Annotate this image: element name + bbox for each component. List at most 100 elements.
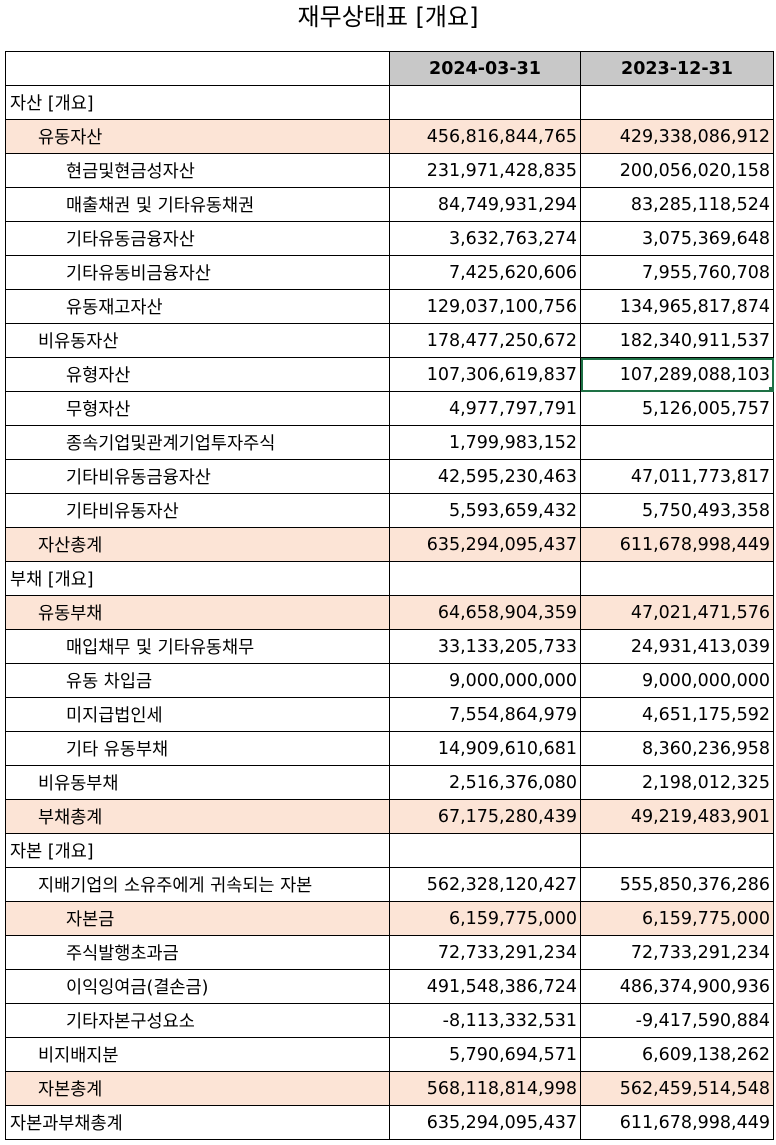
value-cell-previous[interactable]: 9,000,000,000 — [580, 663, 774, 698]
value-cell-current[interactable]: 456,816,844,765 — [389, 119, 581, 154]
row-label-cell[interactable]: 무형자산 — [5, 391, 390, 426]
row-label-cell[interactable]: 현금및현금성자산 — [5, 153, 390, 188]
row-label-cell[interactable]: 기타비유동금융자산 — [5, 459, 390, 494]
value-cell-previous[interactable]: 5,750,493,358 — [580, 493, 774, 528]
value-cell-current[interactable]: 72,733,291,234 — [389, 935, 581, 970]
row-label-cell[interactable]: 자본금 — [5, 901, 390, 936]
value-cell-previous[interactable]: 429,338,086,912 — [580, 119, 774, 154]
row-label-cell[interactable]: 기타 유동부채 — [5, 731, 390, 766]
value-cell-current[interactable]: 107,306,619,837 — [389, 357, 581, 392]
value-cell-current[interactable]: 562,328,120,427 — [389, 867, 581, 902]
value-cell-current[interactable]: 568,118,814,998 — [389, 1071, 581, 1106]
value-cell-current[interactable]: 6,159,775,000 — [389, 901, 581, 936]
value-cell-current[interactable]: 5,593,659,432 — [389, 493, 581, 528]
row-label-cell[interactable]: 유동부채 — [5, 595, 390, 630]
value-cell-previous[interactable]: 24,931,413,039 — [580, 629, 774, 664]
value-cell-previous[interactable]: 6,609,138,262 — [580, 1037, 774, 1072]
value-cell-previous[interactable]: 83,285,118,524 — [580, 187, 774, 222]
value-cell-previous[interactable]: 2,198,012,325 — [580, 765, 774, 800]
value-cell-previous[interactable]: 555,850,376,286 — [580, 867, 774, 902]
row-label-cell[interactable]: 자산총계 — [5, 527, 390, 562]
value-cell-previous[interactable]: 611,678,998,449 — [580, 527, 774, 562]
table-row: 비지배지분 5,790,694,571 6,609,138,262 — [5, 1037, 774, 1072]
value-cell-previous[interactable]: 182,340,911,537 — [580, 323, 774, 358]
value-cell-current[interactable]: 129,037,100,756 — [389, 289, 581, 324]
value-cell-previous[interactable]: 4,651,175,592 — [580, 697, 774, 732]
value-cell-previous[interactable]: 611,678,998,449 — [580, 1105, 774, 1140]
value-cell-current[interactable]: 1,799,983,152 — [389, 425, 581, 460]
value-cell-current[interactable]: 7,425,620,606 — [389, 255, 581, 290]
value-cell-previous[interactable]: 7,955,760,708 — [580, 255, 774, 290]
row-label-cell[interactable]: 이익잉여금(결손금) — [5, 969, 390, 1004]
column-header-previous[interactable]: 2023-12-31 — [580, 51, 774, 86]
value-cell-current[interactable]: 84,749,931,294 — [389, 187, 581, 222]
row-label-cell[interactable]: 유동자산 — [5, 119, 390, 154]
value-cell-current[interactable]: 491,548,386,724 — [389, 969, 581, 1004]
value-cell-current[interactable]: 178,477,250,672 — [389, 323, 581, 358]
value-cell-current[interactable] — [389, 561, 581, 596]
value-cell-current[interactable] — [389, 833, 581, 868]
value-cell-current[interactable]: 14,909,610,681 — [389, 731, 581, 766]
value-cell-previous[interactable] — [580, 833, 774, 868]
row-label-cell[interactable]: 기타자본구성요소 — [5, 1003, 390, 1038]
value-cell-previous[interactable]: 3,075,369,648 — [580, 221, 774, 256]
value-cell-current[interactable]: 67,175,280,439 — [389, 799, 581, 834]
value-cell-current[interactable]: 33,133,205,733 — [389, 629, 581, 664]
row-label-cell[interactable]: 지배기업의 소유주에게 귀속되는 자본 — [5, 867, 390, 902]
row-label-cell[interactable]: 매출채권 및 기타유동채권 — [5, 187, 390, 222]
row-label-cell[interactable]: 유동재고자산 — [5, 289, 390, 324]
value-cell-current[interactable] — [389, 85, 581, 120]
row-label-cell[interactable]: 자본과부채총계 — [5, 1105, 390, 1140]
value-cell-previous[interactable]: 47,021,471,576 — [580, 595, 774, 630]
row-label-cell[interactable]: 자본 [개요] — [5, 833, 390, 868]
selected-cell[interactable]: 107,289,088,103 — [580, 357, 774, 392]
value-cell-current[interactable]: 9,000,000,000 — [389, 663, 581, 698]
row-label-cell[interactable]: 유동 차입금 — [5, 663, 390, 698]
value-cell-previous[interactable]: 6,159,775,000 — [580, 901, 774, 936]
value-cell-current[interactable]: 231,971,428,835 — [389, 153, 581, 188]
value-cell-previous[interactable]: 8,360,236,958 — [580, 731, 774, 766]
value-cell-previous[interactable] — [580, 85, 774, 120]
value-cell-previous[interactable]: 200,056,020,158 — [580, 153, 774, 188]
value-cell-previous[interactable]: 49,219,483,901 — [580, 799, 774, 834]
value-cell-previous[interactable]: 486,374,900,936 — [580, 969, 774, 1004]
row-label-cell[interactable]: 미지급법인세 — [5, 697, 390, 732]
row-label-cell[interactable]: 기타비유동자산 — [5, 493, 390, 528]
value-cell-current[interactable]: 4,977,797,791 — [389, 391, 581, 426]
row-label-cell[interactable]: 기타유동금융자산 — [5, 221, 390, 256]
row-label-cell[interactable]: 종속기업및관계기업투자주식 — [5, 425, 390, 460]
row-label-cell[interactable]: 주식발행초과금 — [5, 935, 390, 970]
value-cell-current[interactable]: 42,595,230,463 — [389, 459, 581, 494]
row-label-cell[interactable]: 비유동부채 — [5, 765, 390, 800]
row-label-cell[interactable]: 비유동자산 — [5, 323, 390, 358]
value-cell-current[interactable]: -8,113,332,531 — [389, 1003, 581, 1038]
row-label-cell[interactable]: 매입채무 및 기타유동채무 — [5, 629, 390, 664]
value-cell-current[interactable]: 635,294,095,437 — [389, 527, 581, 562]
value-cell-previous[interactable] — [580, 425, 774, 460]
value-cell-previous[interactable]: -9,417,590,884 — [580, 1003, 774, 1038]
value-cell-current[interactable]: 5,790,694,571 — [389, 1037, 581, 1072]
row-label-cell[interactable]: 유형자산 — [5, 357, 390, 392]
value-cell-previous[interactable]: 134,965,817,874 — [580, 289, 774, 324]
table-row: 부채총계 67,175,280,439 49,219,483,901 — [5, 799, 774, 834]
value-cell-previous[interactable] — [580, 561, 774, 596]
value-cell-previous[interactable]: 5,126,005,757 — [580, 391, 774, 426]
value-cell-previous[interactable]: 72,733,291,234 — [580, 935, 774, 970]
table-row: 이익잉여금(결손금) 491,548,386,724 486,374,900,936 — [5, 969, 774, 1004]
header-label-cell[interactable] — [5, 51, 390, 86]
value-cell-current[interactable]: 64,658,904,359 — [389, 595, 581, 630]
row-label-cell[interactable]: 비지배지분 — [5, 1037, 390, 1072]
row-label-cell[interactable]: 자본총계 — [5, 1071, 390, 1106]
row-label-cell[interactable]: 기타유동비금융자산 — [5, 255, 390, 290]
row-label-cell[interactable]: 부채 [개요] — [5, 561, 390, 596]
value-cell-previous[interactable]: 47,011,773,817 — [580, 459, 774, 494]
table-row: 유동자산 456,816,844,765 429,338,086,912 — [5, 119, 774, 154]
row-label-cell[interactable]: 자산 [개요] — [5, 85, 390, 120]
value-cell-current[interactable]: 3,632,763,274 — [389, 221, 581, 256]
value-cell-current[interactable]: 635,294,095,437 — [389, 1105, 581, 1140]
column-header-current[interactable]: 2024-03-31 — [389, 51, 581, 86]
row-label-cell[interactable]: 부채총계 — [5, 799, 390, 834]
value-cell-previous[interactable]: 562,459,514,548 — [580, 1071, 774, 1106]
value-cell-current[interactable]: 2,516,376,080 — [389, 765, 581, 800]
value-cell-current[interactable]: 7,554,864,979 — [389, 697, 581, 732]
